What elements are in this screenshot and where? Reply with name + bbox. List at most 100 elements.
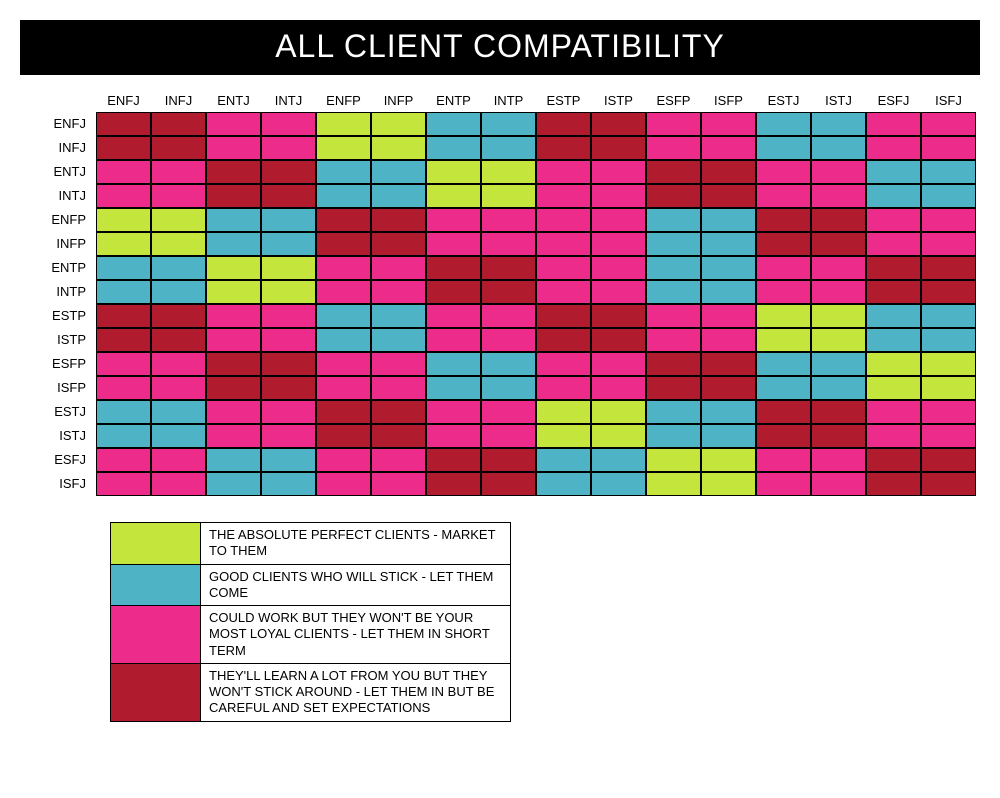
heatmap-cell — [811, 352, 866, 376]
heatmap-cell — [921, 160, 976, 184]
heatmap-cell — [481, 160, 536, 184]
heatmap-grid: ENFJINFJENTJINTJENFPINFPENTPINTPESTPISTP… — [40, 112, 976, 496]
heatmap-cell — [371, 328, 426, 352]
column-header: ENFJ — [96, 93, 151, 112]
heatmap-cell — [371, 256, 426, 280]
heatmap-row: INTJ — [40, 184, 976, 208]
heatmap-cell — [701, 304, 756, 328]
heatmap-cell — [646, 328, 701, 352]
heatmap-cell — [591, 112, 646, 136]
heatmap-cell — [261, 112, 316, 136]
heatmap-cell — [756, 424, 811, 448]
heatmap-cell — [316, 232, 371, 256]
heatmap-cell — [921, 472, 976, 496]
heatmap-cell — [536, 448, 591, 472]
heatmap-cell — [206, 136, 261, 160]
heatmap-cell — [316, 184, 371, 208]
heatmap-cell — [371, 136, 426, 160]
heatmap-cell — [921, 304, 976, 328]
heatmap-cell — [921, 256, 976, 280]
heatmap-cell — [866, 448, 921, 472]
heatmap-cell — [921, 424, 976, 448]
heatmap-cell — [701, 400, 756, 424]
heatmap-cell — [316, 280, 371, 304]
column-header: ISFJ — [921, 93, 976, 112]
heatmap-cell — [371, 280, 426, 304]
heatmap-cell — [261, 352, 316, 376]
heatmap-cell — [96, 280, 151, 304]
heatmap-cell — [426, 448, 481, 472]
heatmap-cell — [811, 448, 866, 472]
heatmap-cell — [811, 328, 866, 352]
heatmap-cell — [536, 112, 591, 136]
column-header: ESFJ — [866, 93, 921, 112]
heatmap-cell — [756, 352, 811, 376]
row-header: ENTJ — [40, 160, 96, 184]
row-header: ENTP — [40, 256, 96, 280]
column-headers: ENFJINFJENTJINTJENFPINFPENTPINTPESTPISTP… — [96, 93, 976, 112]
heatmap-cell — [921, 400, 976, 424]
row-header: ENFJ — [40, 112, 96, 136]
column-header: ENTJ — [206, 93, 261, 112]
heatmap-cell — [481, 184, 536, 208]
heatmap-cell — [151, 472, 206, 496]
heatmap-cell — [426, 208, 481, 232]
heatmap-cell — [591, 424, 646, 448]
heatmap-cell — [536, 328, 591, 352]
heatmap-cell — [151, 376, 206, 400]
heatmap-cell — [316, 208, 371, 232]
heatmap-cell — [426, 352, 481, 376]
row-header: INFJ — [40, 136, 96, 160]
heatmap-cell — [866, 472, 921, 496]
legend-swatch — [111, 663, 201, 721]
heatmap-cell — [96, 400, 151, 424]
heatmap-cell — [591, 448, 646, 472]
heatmap-cell — [756, 376, 811, 400]
heatmap-cell — [591, 400, 646, 424]
heatmap-cell — [206, 280, 261, 304]
compatibility-heatmap: ENFJINFJENTJINTJENFPINFPENTPINTPESTPISTP… — [40, 93, 980, 496]
heatmap-cell — [701, 424, 756, 448]
heatmap-row: INFJ — [40, 136, 976, 160]
heatmap-cell — [206, 376, 261, 400]
column-header: ESTP — [536, 93, 591, 112]
heatmap-cell — [316, 472, 371, 496]
legend-row: COULD WORK BUT THEY WON'T BE YOUR MOST L… — [111, 606, 511, 664]
heatmap-cell — [536, 208, 591, 232]
heatmap-cell — [316, 328, 371, 352]
heatmap-cell — [866, 304, 921, 328]
heatmap-cell — [151, 160, 206, 184]
heatmap-cell — [481, 376, 536, 400]
heatmap-cell — [206, 472, 261, 496]
heatmap-cell — [701, 472, 756, 496]
heatmap-cell — [646, 232, 701, 256]
page-title: ALL CLIENT COMPATIBILITY — [20, 20, 980, 75]
heatmap-cell — [811, 112, 866, 136]
heatmap-cell — [811, 232, 866, 256]
heatmap-cell — [866, 424, 921, 448]
heatmap-cell — [811, 160, 866, 184]
heatmap-cell — [701, 376, 756, 400]
heatmap-row: INTP — [40, 280, 976, 304]
column-header: ESTJ — [756, 93, 811, 112]
row-header: ISTJ — [40, 424, 96, 448]
heatmap-cell — [316, 352, 371, 376]
heatmap-cell — [481, 208, 536, 232]
heatmap-cell — [426, 304, 481, 328]
heatmap-cell — [921, 208, 976, 232]
heatmap-cell — [96, 184, 151, 208]
heatmap-cell — [261, 232, 316, 256]
heatmap-cell — [591, 280, 646, 304]
heatmap-cell — [151, 352, 206, 376]
heatmap-cell — [866, 112, 921, 136]
heatmap-cell — [96, 376, 151, 400]
heatmap-cell — [481, 112, 536, 136]
heatmap-cell — [371, 208, 426, 232]
heatmap-row: ISFJ — [40, 472, 976, 496]
heatmap-cell — [866, 184, 921, 208]
heatmap-cell — [591, 208, 646, 232]
heatmap-cell — [316, 136, 371, 160]
heatmap-row: ESTP — [40, 304, 976, 328]
heatmap-cell — [206, 448, 261, 472]
heatmap-cell — [206, 232, 261, 256]
